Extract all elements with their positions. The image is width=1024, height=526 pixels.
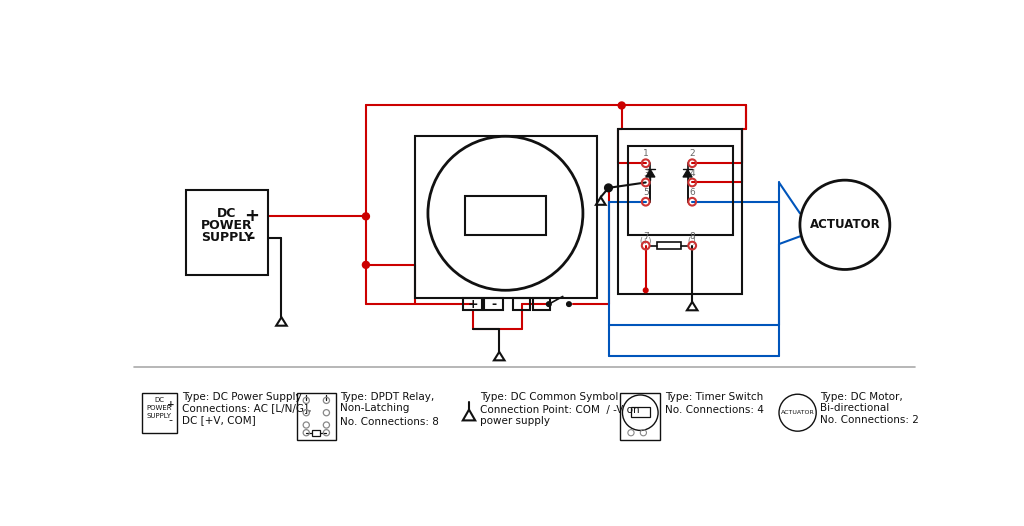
Bar — [657, 242, 681, 249]
Bar — [465, 196, 546, 235]
Text: DC [+V, COM]: DC [+V, COM] — [182, 414, 256, 424]
Circle shape — [362, 261, 370, 268]
Bar — [186, 190, 267, 275]
Bar — [142, 393, 177, 433]
Text: Non-Latching: Non-Latching — [340, 403, 410, 413]
Text: power supply: power supply — [480, 416, 550, 426]
Text: +: + — [468, 298, 478, 311]
Text: Type: Timer Switch: Type: Timer Switch — [665, 391, 763, 401]
Bar — [463, 298, 482, 309]
Polygon shape — [646, 169, 655, 177]
Polygon shape — [683, 169, 692, 177]
Bar — [532, 298, 550, 309]
Text: Connections: AC [L/N/G],: Connections: AC [L/N/G], — [182, 403, 311, 413]
Text: 6: 6 — [689, 188, 695, 197]
Bar — [617, 128, 741, 294]
Text: Type: DC Common Symbol: Type: DC Common Symbol — [480, 391, 618, 401]
Text: 2: 2 — [689, 149, 695, 158]
Bar — [297, 393, 336, 440]
Text: +: + — [245, 207, 259, 225]
Circle shape — [566, 302, 571, 307]
Text: ACTUATOR: ACTUATOR — [780, 410, 814, 415]
Text: POWER: POWER — [146, 405, 172, 411]
Text: -: - — [169, 414, 173, 424]
Circle shape — [618, 102, 626, 109]
Text: ACTUATOR: ACTUATOR — [810, 218, 881, 231]
Bar — [631, 407, 649, 417]
Bar — [312, 430, 321, 436]
Text: Type: DC Power Supply: Type: DC Power Supply — [182, 391, 302, 401]
Text: DC: DC — [217, 207, 237, 220]
Text: (-): (-) — [688, 237, 696, 246]
Bar — [621, 393, 660, 440]
Bar — [483, 298, 503, 309]
Text: (+): (+) — [640, 237, 652, 246]
Circle shape — [604, 184, 612, 191]
Text: -: - — [248, 229, 256, 247]
Text: Type: DC Motor,: Type: DC Motor, — [820, 391, 903, 401]
Bar — [513, 298, 530, 309]
Text: DC: DC — [154, 397, 164, 403]
Text: No. Connections: 8: No. Connections: 8 — [340, 417, 439, 427]
Text: POWER: POWER — [201, 219, 253, 232]
Circle shape — [547, 302, 551, 307]
Text: No. Connections: 4: No. Connections: 4 — [665, 404, 764, 414]
Text: 1: 1 — [643, 149, 648, 158]
Text: 8: 8 — [689, 232, 695, 241]
Text: Connection Point: COM  / -V on: Connection Point: COM / -V on — [480, 404, 639, 414]
Text: Bi-directional: Bi-directional — [820, 403, 889, 413]
Text: 3: 3 — [643, 169, 648, 178]
Text: SUPPLY: SUPPLY — [146, 413, 171, 419]
Text: No. Connections: 2: No. Connections: 2 — [820, 414, 919, 424]
Bar — [415, 136, 597, 298]
Text: 7: 7 — [643, 232, 648, 241]
Text: 5: 5 — [643, 188, 648, 197]
Text: -: - — [492, 298, 497, 311]
Text: +: + — [167, 400, 174, 409]
Text: SUPPLY: SUPPLY — [201, 231, 253, 245]
Circle shape — [362, 213, 370, 220]
Circle shape — [643, 288, 648, 292]
Text: Type: DPDT Relay,: Type: DPDT Relay, — [340, 391, 434, 401]
Bar — [628, 146, 732, 235]
Text: 4: 4 — [689, 169, 695, 178]
